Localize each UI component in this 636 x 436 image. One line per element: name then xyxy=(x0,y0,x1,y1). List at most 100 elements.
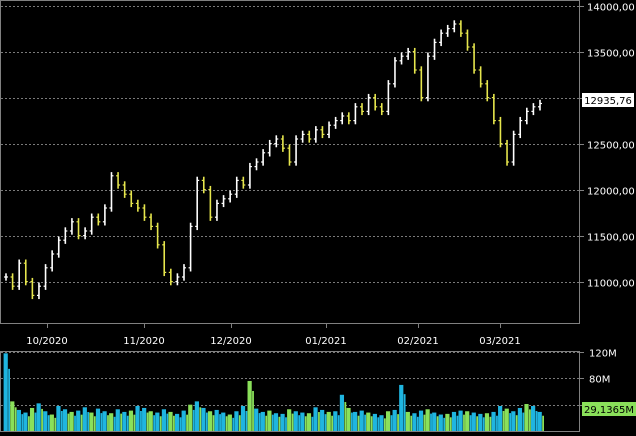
volume-bar-secondary xyxy=(496,415,498,431)
volume-bar-secondary xyxy=(212,415,215,431)
volume-bar-secondary xyxy=(489,416,492,431)
volume-bar xyxy=(412,413,417,431)
volume-bar-secondary xyxy=(390,415,393,431)
volume-bar xyxy=(320,409,325,431)
volume-bar xyxy=(418,410,424,431)
volume-bar-secondary xyxy=(54,417,57,431)
volume-bar xyxy=(168,411,173,431)
volume-bar-secondary xyxy=(416,416,419,431)
volume-bar xyxy=(43,411,48,431)
volume-bar xyxy=(366,412,371,431)
volume-bar-secondary xyxy=(482,417,485,431)
volume-bar-secondary xyxy=(351,412,353,431)
volume-bar xyxy=(524,404,529,431)
volume-bar xyxy=(260,411,265,431)
volume-bar xyxy=(471,412,476,431)
volume-bar xyxy=(76,410,81,431)
volume-bar-secondary xyxy=(186,414,188,431)
volume-bar-secondary xyxy=(278,416,281,431)
volume-bar-secondary xyxy=(529,409,531,431)
volume-bar xyxy=(531,405,536,431)
volume-bar-secondary xyxy=(113,416,116,431)
volume-bar-secondary xyxy=(74,415,76,431)
volume-bar-secondary xyxy=(252,390,254,431)
volume-bar-secondary xyxy=(80,414,83,431)
volume-bar-secondary xyxy=(403,394,406,431)
x-tick-label: 10/2020 xyxy=(26,336,68,347)
volume-bar xyxy=(326,411,331,431)
volume-bar xyxy=(240,405,246,431)
volume-bar-secondary xyxy=(41,408,43,431)
volume-bar xyxy=(353,411,358,431)
volume-bar xyxy=(69,411,74,431)
volume-bar-secondary xyxy=(383,418,386,431)
price-grid xyxy=(1,6,579,283)
volume-bar-secondary xyxy=(502,410,505,431)
volume-bar xyxy=(207,411,213,431)
volume-bar xyxy=(517,407,523,431)
volume-bar xyxy=(445,413,450,431)
volume-bar-secondary xyxy=(476,416,479,431)
volume-bar-secondary xyxy=(120,413,123,431)
volume-bar xyxy=(16,409,21,431)
volume-bar xyxy=(23,412,28,431)
volume-bar-secondary xyxy=(357,415,360,431)
volume-bar xyxy=(399,384,404,431)
volume-bar xyxy=(62,409,68,431)
volume-bar xyxy=(82,407,87,431)
volume-bar xyxy=(392,409,397,431)
volume-bar xyxy=(484,413,490,431)
volume-bar xyxy=(214,409,219,431)
volume-bar xyxy=(293,411,298,431)
price-y-tick-label: 14000,00 xyxy=(587,3,635,14)
volume-bar xyxy=(247,380,252,431)
volume-bar xyxy=(234,411,239,431)
volume-bar xyxy=(155,412,160,431)
volume-bar xyxy=(300,412,305,431)
volume-bar-secondary xyxy=(423,414,426,431)
volume-bar xyxy=(372,413,377,431)
volume-bar xyxy=(438,414,443,431)
volume-bar-secondary xyxy=(443,417,446,431)
volume-bar-secondary xyxy=(456,415,459,431)
x-tick-label: 03/2021 xyxy=(479,336,521,347)
volume-y-tick-label: 80M xyxy=(589,375,610,386)
volume-bar xyxy=(227,414,232,431)
volume-bar-secondary xyxy=(285,417,287,431)
volume-bar-secondary xyxy=(298,415,301,431)
volume-bar-secondary xyxy=(47,415,50,431)
volume-bar-secondary xyxy=(173,415,175,431)
volume-bar-secondary xyxy=(93,416,96,431)
volume-bar xyxy=(306,413,312,431)
last-volume-label: 29,1365M xyxy=(584,405,634,416)
volume-bar-secondary xyxy=(14,407,17,431)
volume-bar xyxy=(188,404,193,431)
last-price-box xyxy=(582,93,634,107)
volume-bar xyxy=(109,413,114,431)
price-panel-frame xyxy=(0,0,580,324)
price-y-tick-label: 12500,00 xyxy=(587,141,635,152)
volume-bar xyxy=(122,411,127,431)
volume-bar xyxy=(128,410,134,431)
volume-bar-secondary xyxy=(449,417,452,431)
volume-bar xyxy=(56,405,61,431)
x-tick-label: 12/2020 xyxy=(210,336,252,347)
volume-bar-secondary xyxy=(370,416,373,431)
volume-bar-secondary xyxy=(463,414,465,431)
volume-bar-secondary xyxy=(87,412,90,431)
last-price-marker: 12935,76 xyxy=(582,93,634,107)
volume-bar-secondary xyxy=(337,415,340,431)
volume-bar xyxy=(458,410,463,431)
volume-bar-secondary xyxy=(522,412,525,431)
volume-bar-secondary xyxy=(140,410,142,431)
volume-y-tick-label: 120M xyxy=(589,349,617,360)
volume-grid xyxy=(1,352,579,406)
volume-bar-secondary xyxy=(542,415,544,431)
volume-bar-secondary xyxy=(397,414,399,431)
volume-bar-secondary xyxy=(8,368,10,431)
volume-bar-secondary xyxy=(153,415,156,431)
last-volume-box xyxy=(582,402,636,416)
x-tick-label: 02/2021 xyxy=(397,336,439,347)
